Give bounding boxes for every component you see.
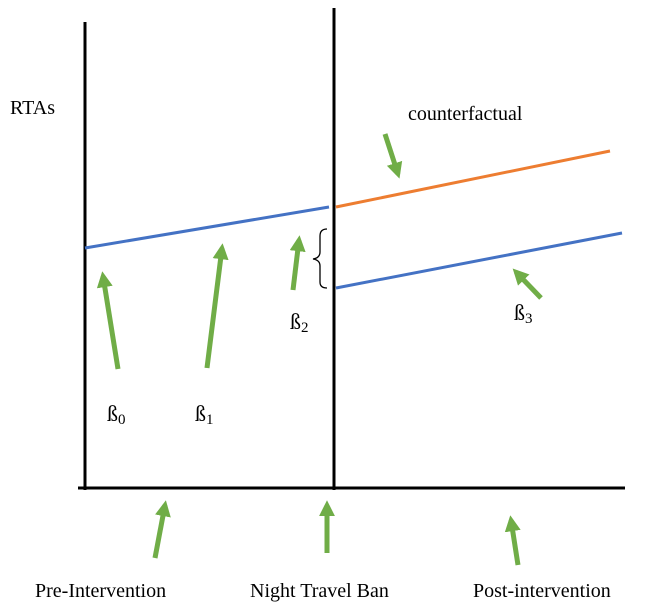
b0-arrow xyxy=(96,271,121,370)
post-intervention-label: Post-intervention xyxy=(473,580,611,602)
beta-0-label: ß0 xyxy=(107,401,126,428)
pre-intervention-label: Pre-Intervention xyxy=(35,580,166,602)
beta-2-subscript: 2 xyxy=(301,320,309,336)
beta-1-label: ß1 xyxy=(195,401,214,428)
post-intervention-arrow xyxy=(504,515,521,566)
y-axis-label: RTAs xyxy=(10,97,55,119)
pre-intervention-arrow xyxy=(152,500,171,559)
b1-arrow xyxy=(204,243,229,369)
pre-intervention-trend-line xyxy=(84,205,330,250)
counterfactual-arrow xyxy=(382,133,403,179)
intervention-label: Night Travel Ban xyxy=(250,580,389,602)
level-change-brace xyxy=(312,228,328,289)
beta-1-symbol: ß xyxy=(195,401,206,426)
beta-0-symbol: ß xyxy=(107,401,118,426)
beta-3-subscript: 3 xyxy=(525,311,533,327)
post-intervention-trend-line xyxy=(335,231,623,290)
beta-1-subscript: 1 xyxy=(206,412,214,428)
beta-0-subscript: 0 xyxy=(118,412,126,428)
beta-3-label: ß3 xyxy=(514,300,533,327)
beta-2-label: ß2 xyxy=(290,309,309,336)
beta-3-symbol: ß xyxy=(514,300,525,325)
b3-arrow xyxy=(512,268,543,300)
counterfactual-trend-line xyxy=(335,149,611,209)
counterfactual-label: counterfactual xyxy=(408,103,523,125)
beta-2-symbol: ß xyxy=(290,309,301,334)
b2-arrow xyxy=(289,235,306,291)
